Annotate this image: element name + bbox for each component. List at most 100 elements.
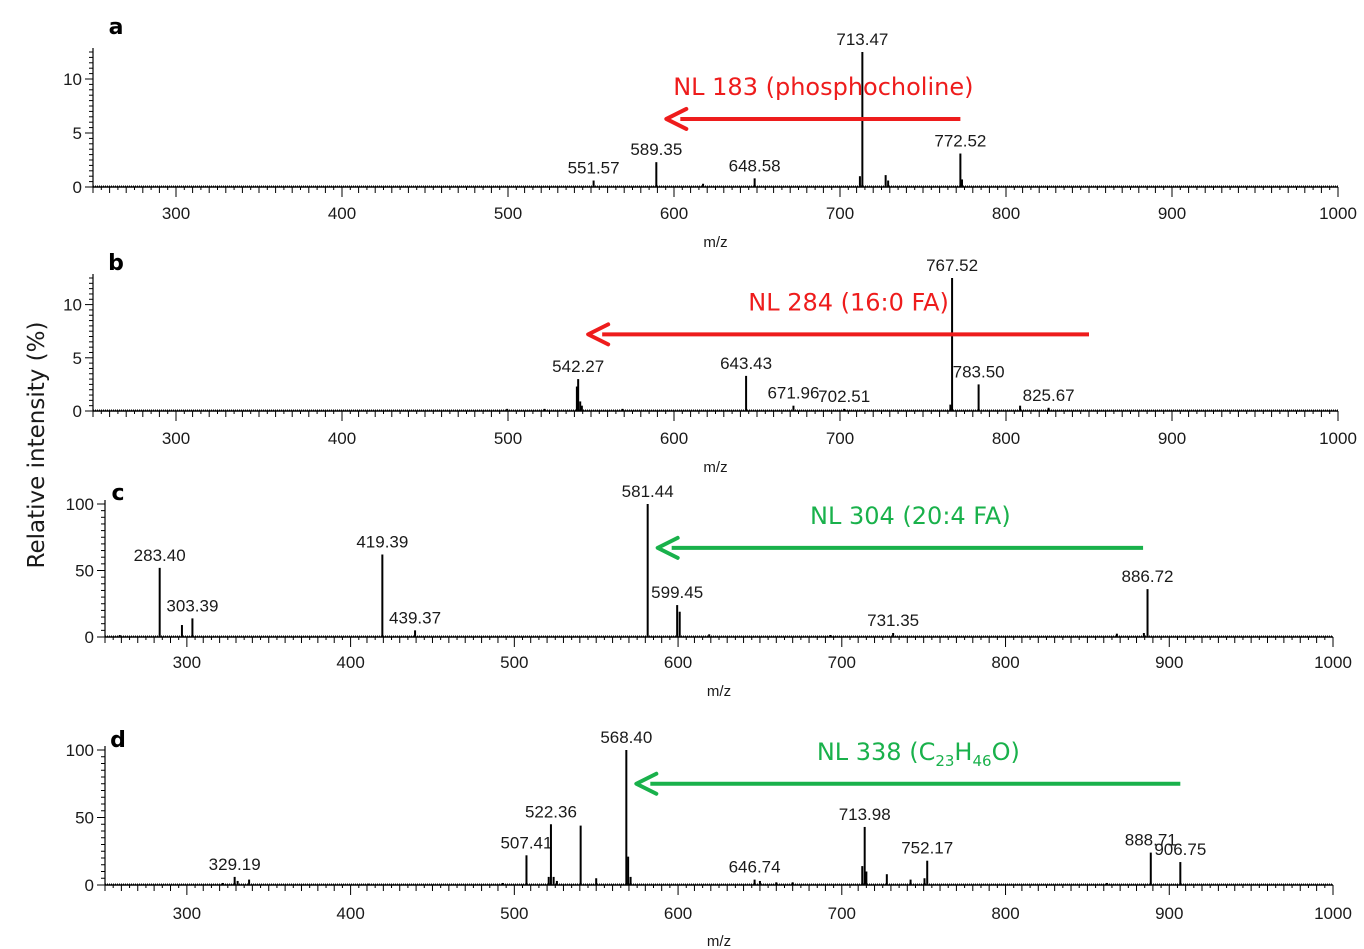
panel-letter: c [111, 481, 124, 506]
peak-label: 303.39 [166, 596, 218, 615]
x-tick-label: 800 [991, 904, 1019, 923]
peak-label: 648.58 [729, 156, 781, 175]
formula-part: NL 338 (C [817, 738, 936, 766]
x-tick-label: 500 [500, 653, 528, 672]
subscript: 46 [972, 752, 991, 770]
peak-label: 825.67 [1023, 386, 1075, 405]
peak-label: 886.72 [1122, 567, 1174, 586]
peak-label: 888.71 [1125, 831, 1177, 850]
y-tick-label: 10 [63, 70, 82, 89]
x-tick-label: 600 [660, 204, 688, 223]
y-tick-label: 50 [75, 562, 94, 581]
y-tick-label: 0 [73, 402, 82, 421]
peak-label: 702.51 [818, 387, 870, 406]
peak-label: 646.74 [729, 858, 781, 877]
x-tick-label: 700 [826, 204, 854, 223]
x-tick-label: 700 [828, 904, 856, 923]
panel-b: b 0 5 10 300 400 500 600 700 800 900 1000 m/z 542.27 6… [63, 251, 1357, 476]
neutral-loss-label: NL 284 (16:0 FA) [748, 288, 949, 316]
x-axis-label: m/z [703, 459, 727, 476]
y-tick-label: 0 [73, 178, 82, 197]
y-tick-label: 5 [73, 349, 82, 368]
peak-label: 522.36 [525, 802, 577, 821]
x-tick-label: 900 [1158, 429, 1186, 448]
panel-a: a 0 5 10 300 400 500 600 700 800 900 1000 m/z 551.57 5… [63, 15, 1357, 251]
x-tick-label: 1000 [1314, 653, 1352, 672]
peak-label: 731.35 [867, 611, 919, 630]
x-tick-label: 600 [660, 429, 688, 448]
peak-label: 329.19 [209, 855, 261, 874]
x-tick-label: 300 [162, 204, 190, 223]
peak-label: 439.37 [389, 608, 441, 627]
peak-label: 419.39 [356, 533, 408, 552]
subscript: 23 [935, 752, 954, 770]
peak-label: 713.98 [839, 805, 891, 824]
x-tick-label: 900 [1155, 904, 1183, 923]
peak-label: 783.50 [953, 362, 1005, 381]
peak-label: 767.52 [926, 256, 978, 275]
y-tick-label: 10 [63, 296, 82, 315]
x-tick-label: 300 [173, 653, 201, 672]
peak-label: 542.27 [552, 357, 604, 376]
peak-label: 581.44 [622, 482, 674, 501]
peak-label: 283.40 [134, 546, 186, 565]
x-tick-label: 400 [328, 204, 356, 223]
x-axis-label: m/z [707, 933, 731, 949]
x-tick-label: 400 [336, 904, 364, 923]
x-tick-label: 800 [992, 429, 1020, 448]
panel-c: c 0 50 100 300 400 500 600 700 800 900 1000 m/z 283.4… [66, 481, 1352, 700]
peak-label: 507.41 [500, 833, 552, 852]
x-tick-label: 1000 [1319, 429, 1357, 448]
x-tick-label: 300 [162, 429, 190, 448]
x-tick-label: 600 [664, 904, 692, 923]
peak-label: 643.43 [720, 354, 772, 373]
peak-label: 906.75 [1154, 840, 1206, 859]
x-tick-label: 500 [494, 204, 522, 223]
y-tick-label: 100 [66, 741, 94, 760]
x-tick-label: 700 [828, 653, 856, 672]
x-tick-label: 1000 [1319, 204, 1357, 223]
peak-label: 752.17 [901, 839, 953, 858]
x-tick-label: 900 [1158, 204, 1186, 223]
peak-label: 671.96 [767, 384, 819, 403]
peak-label: 713.47 [836, 30, 888, 49]
y-tick-label: 5 [73, 124, 82, 143]
x-tick-label: 500 [500, 904, 528, 923]
x-tick-label: 800 [991, 653, 1019, 672]
arrow-head [586, 322, 611, 347]
arrow-head [664, 106, 689, 131]
peak-label: 599.45 [651, 583, 703, 602]
panel-letter: a [109, 15, 124, 40]
y-axis-label: Relative intensity (%) [24, 322, 50, 569]
panel-letter: d [110, 728, 126, 753]
panel-letter: b [108, 251, 124, 276]
x-tick-label: 600 [664, 653, 692, 672]
formula-part: O) [992, 738, 1020, 766]
x-tick-label: 300 [173, 904, 201, 923]
arrow-head [634, 771, 659, 796]
peak-label: 568.40 [600, 728, 652, 747]
neutral-loss-label: NL 183 (phosphocholine) [673, 73, 973, 101]
x-axis-label: m/z [707, 683, 731, 700]
y-tick-label: 0 [85, 628, 94, 647]
peak-label: 551.57 [568, 159, 620, 178]
x-axis-label: m/z [703, 234, 727, 251]
x-tick-label: 400 [328, 429, 356, 448]
x-tick-label: 1000 [1314, 904, 1352, 923]
peak-label: 589.35 [630, 140, 682, 159]
x-tick-label: 900 [1155, 653, 1183, 672]
arrow-head [655, 535, 680, 560]
x-tick-label: 400 [336, 653, 364, 672]
y-tick-label: 50 [75, 809, 94, 828]
neutral-loss-label: NL 338 (C23H46O) [817, 738, 1020, 770]
neutral-loss-label: NL 304 (20:4 FA) [810, 502, 1011, 530]
x-tick-label: 800 [992, 204, 1020, 223]
peak-label: 772.52 [934, 132, 986, 151]
panel-d: d 0 50 100 300 400 500 600 700 800 900 1000 m/z 329.1… [66, 728, 1352, 949]
y-tick-label: 0 [85, 876, 94, 895]
formula-part: H [954, 738, 972, 766]
x-tick-label: 500 [494, 429, 522, 448]
y-tick-label: 100 [66, 495, 94, 514]
x-tick-label: 700 [826, 429, 854, 448]
